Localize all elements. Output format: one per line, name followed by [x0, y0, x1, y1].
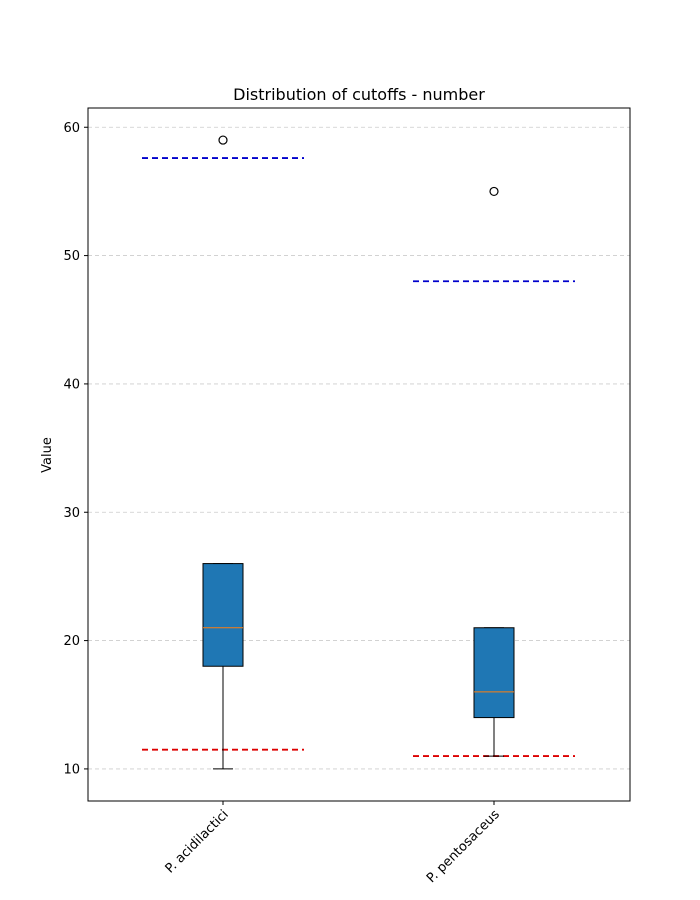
y-tick-label: 60 — [63, 121, 80, 136]
outlier-point — [489, 186, 499, 197]
chart-title: Distribution of cutoffs - number — [233, 85, 485, 104]
box-layer — [202, 135, 515, 770]
y-axis-label: Value — [40, 437, 55, 473]
box-iqr — [202, 563, 244, 667]
outlier-point — [218, 135, 228, 145]
y-tick-label: 20 — [63, 634, 80, 649]
y-tick-label: 10 — [63, 762, 80, 777]
grid-layer — [88, 126, 630, 770]
plot-frame — [87, 107, 631, 802]
y-tick-label: 30 — [63, 506, 80, 521]
y-tick-label: 40 — [63, 377, 80, 392]
y-tick-label: 50 — [63, 249, 80, 264]
box-iqr — [473, 627, 515, 719]
